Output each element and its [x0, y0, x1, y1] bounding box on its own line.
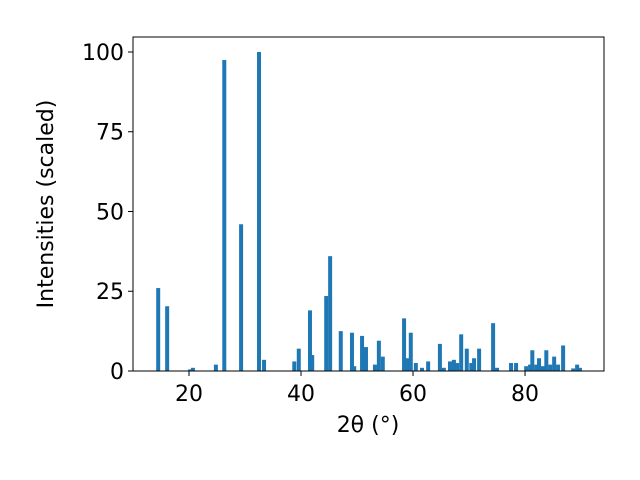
bar	[530, 350, 535, 371]
y-tick-label: 50	[96, 200, 124, 225]
bar	[372, 364, 377, 371]
bar	[408, 332, 413, 371]
bar	[426, 361, 431, 371]
bar	[524, 366, 529, 371]
plot-frame	[132, 36, 605, 372]
y-axis-label: Intensities (scaled)	[34, 100, 59, 309]
bar	[540, 366, 545, 371]
bar	[165, 306, 170, 371]
bar	[213, 364, 218, 371]
bar	[472, 358, 477, 371]
bar	[469, 363, 474, 371]
bar	[552, 356, 557, 371]
bar	[577, 367, 582, 371]
bar	[451, 359, 456, 371]
bar	[307, 310, 312, 371]
bar	[262, 359, 267, 371]
bar	[360, 335, 365, 371]
bar	[402, 318, 407, 371]
x-axis-label: 2θ (°)	[337, 413, 400, 438]
bar	[528, 364, 533, 371]
bar	[534, 364, 539, 371]
x-tick-label: 40	[287, 382, 315, 407]
bar	[537, 358, 542, 371]
bar	[413, 363, 418, 371]
bar	[349, 332, 354, 371]
bar	[376, 340, 381, 371]
bar	[257, 51, 262, 371]
bar	[491, 323, 496, 371]
bar	[324, 296, 329, 371]
bar	[328, 256, 333, 371]
bar	[419, 367, 424, 371]
bar	[156, 288, 161, 371]
bar	[464, 348, 469, 371]
bar	[514, 363, 519, 371]
bar	[352, 366, 357, 371]
y-tick-label: 25	[96, 280, 124, 305]
bar	[556, 364, 561, 371]
x-tick-label: 60	[399, 382, 427, 407]
bar	[571, 368, 576, 371]
bar	[447, 361, 452, 371]
bar	[561, 345, 566, 371]
bar	[477, 348, 482, 371]
x-tick-label: 80	[511, 382, 539, 407]
bar	[455, 363, 460, 371]
bar	[459, 334, 464, 371]
y-tick-label: 0	[110, 360, 124, 385]
bar	[338, 331, 343, 371]
bar	[296, 348, 301, 371]
bar	[222, 59, 227, 372]
bar	[544, 350, 549, 371]
y-tick-label: 100	[82, 41, 124, 66]
bar	[548, 364, 553, 371]
bar	[575, 364, 580, 371]
bar	[405, 358, 410, 371]
y-tick-label: 75	[96, 121, 124, 146]
bar	[363, 347, 368, 371]
bar	[239, 224, 244, 371]
bar	[310, 355, 315, 371]
bar	[380, 356, 385, 371]
bar	[437, 343, 442, 371]
bar	[495, 367, 500, 371]
bar	[509, 363, 514, 371]
bar	[441, 367, 446, 371]
bar	[188, 369, 193, 371]
bar	[292, 361, 297, 371]
bar	[190, 367, 195, 371]
x-tick-label: 20	[175, 382, 203, 407]
